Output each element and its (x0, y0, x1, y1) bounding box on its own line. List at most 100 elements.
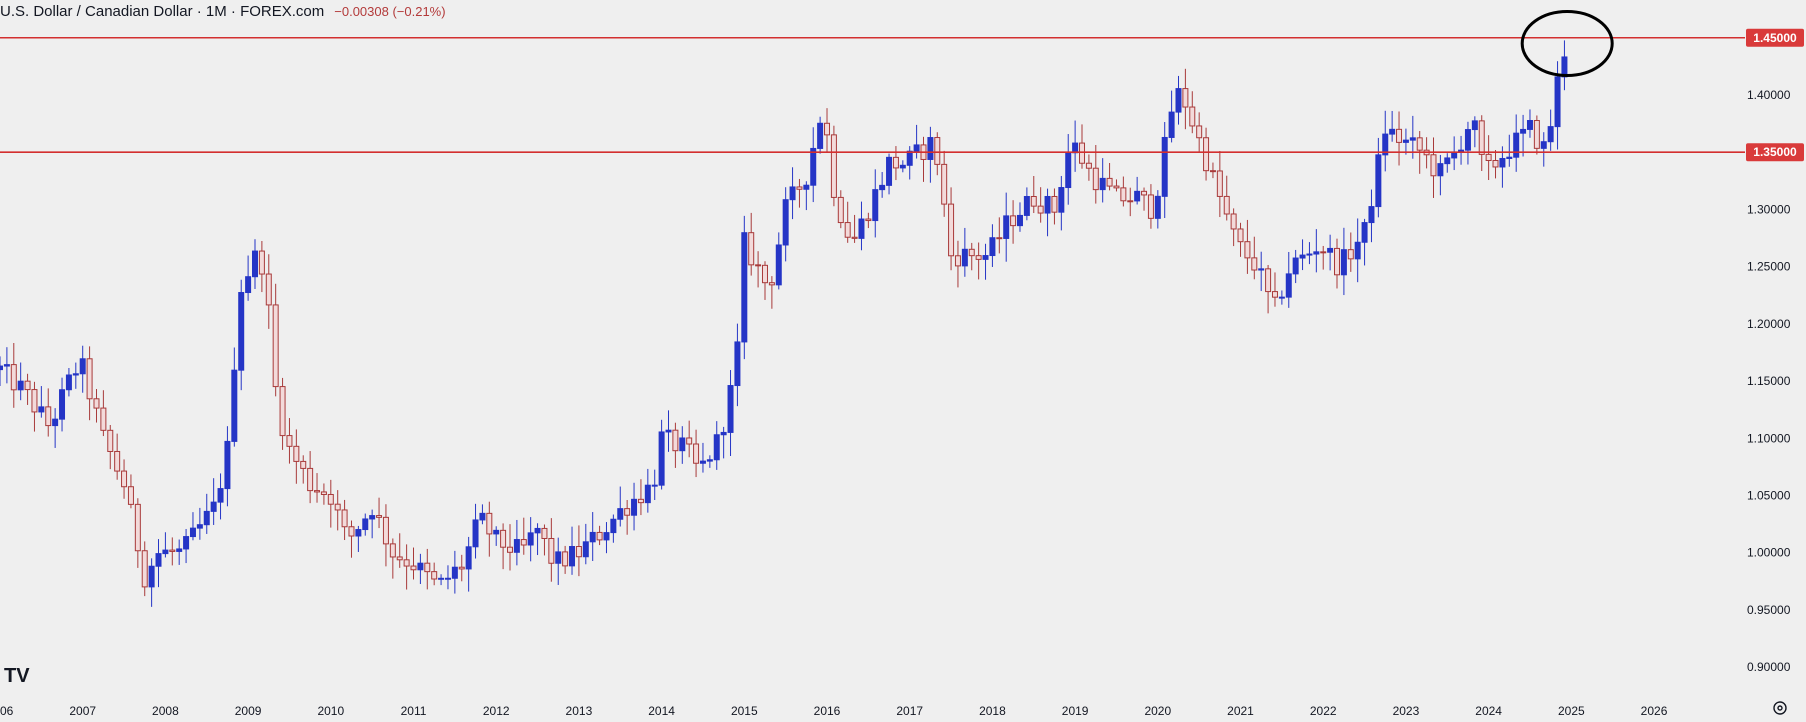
candle-body (1533, 120, 1540, 149)
candle (741, 215, 748, 360)
candle-body (1554, 76, 1561, 128)
candle-body (954, 255, 961, 267)
candle-body (141, 550, 148, 588)
candle-body (548, 537, 555, 564)
candle-body (1313, 251, 1320, 255)
candle-body (410, 565, 417, 571)
candle (314, 473, 321, 503)
candle (86, 346, 93, 421)
candle (617, 486, 624, 527)
candle (1141, 187, 1148, 211)
candle (465, 536, 472, 592)
candle-body (1030, 196, 1037, 207)
candle (1437, 154, 1444, 196)
candle-body (699, 460, 706, 464)
candle (569, 526, 576, 575)
candle (155, 539, 162, 588)
x-axis: 2006 2007 2008 2009 2010 2011 2012 2013 2014 2015… (0, 704, 1668, 718)
candle (162, 532, 169, 558)
candle-body (624, 508, 631, 516)
candle (1320, 245, 1327, 270)
candle-body (1444, 157, 1451, 165)
candle (1561, 40, 1568, 91)
settings-gear-icon[interactable] (1772, 700, 1788, 716)
candle (1079, 124, 1086, 169)
candle-body (444, 577, 451, 580)
candle (3, 347, 10, 384)
candle (38, 386, 45, 418)
candle (1347, 232, 1354, 272)
candle (355, 525, 362, 552)
candle-body (713, 434, 720, 461)
candle (493, 526, 500, 546)
candle-body (837, 196, 844, 224)
candle-body (362, 518, 369, 531)
candle (644, 468, 651, 513)
candle (562, 545, 569, 574)
candle-body (989, 237, 996, 257)
candle-body (1175, 88, 1182, 113)
candle-body (1010, 215, 1017, 227)
candle-body (775, 244, 782, 286)
candle (479, 504, 486, 525)
y-tick-label: 1.10000 (1747, 431, 1791, 445)
candle-body (1161, 136, 1168, 197)
candle-body (300, 460, 307, 469)
candle-body (1409, 137, 1416, 141)
candle-body (1189, 106, 1196, 127)
candle (382, 504, 389, 567)
candle (851, 214, 858, 243)
symbol-title[interactable]: U.S. Dollar / Canadian Dollar · 1M · FOR… (0, 3, 325, 20)
candle (1258, 251, 1265, 292)
candle (486, 501, 493, 557)
candle (1285, 251, 1292, 308)
candle-body (782, 199, 789, 246)
candle-body (376, 515, 383, 518)
candle (245, 255, 252, 301)
candle-body (741, 232, 748, 343)
candle-body (183, 536, 190, 550)
candle (1016, 202, 1023, 232)
candle-body (52, 418, 59, 427)
candle (93, 389, 100, 423)
candle-body (817, 122, 824, 149)
candle (941, 150, 948, 217)
candle (699, 442, 706, 473)
candle (968, 242, 975, 271)
candle-body (1382, 133, 1389, 156)
x-tick-label: 2006 (0, 704, 14, 718)
candle (403, 544, 410, 590)
x-tick-label: 2019 (1062, 704, 1089, 718)
candle (134, 498, 141, 568)
candle (1271, 272, 1278, 307)
candle-body (1237, 228, 1244, 243)
candle-body (1285, 273, 1292, 298)
candle (121, 459, 128, 499)
candle-body (1223, 195, 1230, 215)
candle (1382, 110, 1389, 172)
candle-body (320, 491, 327, 495)
candle-body (369, 515, 376, 520)
candle (176, 539, 183, 565)
candle (169, 537, 176, 566)
candle-body (1478, 120, 1485, 155)
candle-body (1540, 141, 1547, 149)
candle (410, 547, 417, 580)
candle (438, 574, 445, 586)
candle-body (961, 248, 968, 267)
candle-body (1271, 291, 1278, 298)
x-tick-label: 2016 (814, 704, 841, 718)
candle (1520, 114, 1527, 157)
candle (603, 522, 610, 554)
candle (389, 538, 396, 579)
candle (396, 533, 403, 568)
candle-body (438, 577, 445, 580)
candle (1203, 127, 1210, 181)
candle-body (100, 407, 107, 431)
candle (1092, 145, 1099, 204)
candle-body (72, 373, 79, 376)
candle-body (1230, 213, 1237, 230)
candle-body (1147, 194, 1154, 219)
